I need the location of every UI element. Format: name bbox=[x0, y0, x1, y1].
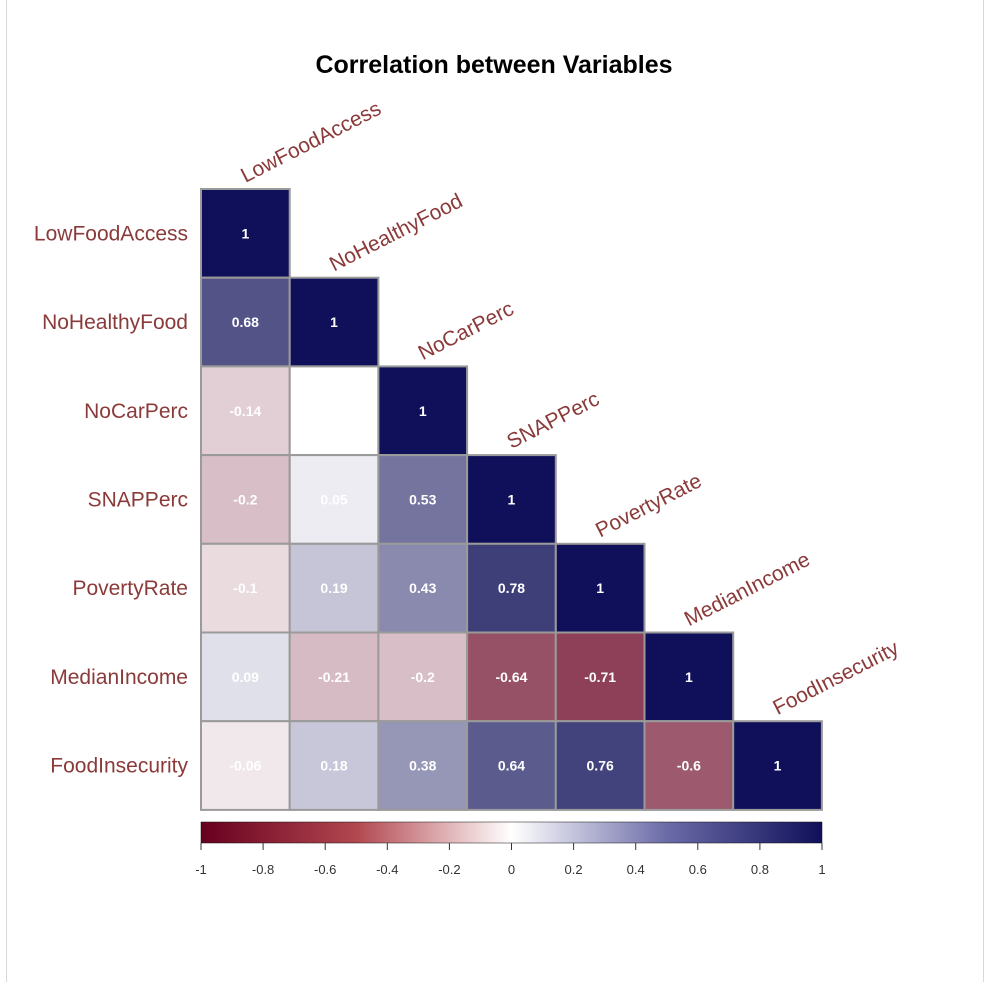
row-label: NoCarPerc bbox=[84, 400, 188, 423]
cell-value-label: -0.64 bbox=[495, 669, 527, 685]
column-label: LowFoodAccess bbox=[237, 97, 385, 187]
heatmap-cell-FoodInsecurity-MedianIncome bbox=[643, 720, 735, 811]
column-label: MedianIncome bbox=[681, 548, 814, 631]
cell-value-label: 0.76 bbox=[587, 758, 614, 774]
chart-title: Correlation between Variables bbox=[315, 51, 672, 79]
colorbar-tick-label: 0 bbox=[508, 862, 515, 877]
column-label: NoCarPerc bbox=[415, 297, 518, 365]
heatmap-cell-PovertyRate-LowFoodAccess bbox=[200, 542, 291, 634]
row-label: FoodInsecurity bbox=[50, 755, 188, 778]
colorbar-tick-label: -0.8 bbox=[252, 862, 274, 877]
cell-value-label: -0.06 bbox=[229, 758, 261, 774]
cell-value-label: 0.68 bbox=[232, 314, 259, 330]
heatmap-cell-PovertyRate-NoCarPerc bbox=[377, 542, 469, 634]
cell-value-label: 1 bbox=[685, 669, 693, 685]
heatmap-cell-PovertyRate-PovertyRate bbox=[554, 542, 646, 634]
heatmap-cell-LowFoodAccess-LowFoodAccess bbox=[200, 188, 291, 279]
heatmap-cell-MedianIncome-NoCarPerc bbox=[377, 631, 469, 723]
heatmap-cell-MedianIncome-NoHealthyFood bbox=[288, 631, 380, 723]
cell-value-label: 0.09 bbox=[232, 669, 259, 685]
colorbar-tick-label: -0.6 bbox=[314, 862, 336, 877]
cell-value-label: 0.18 bbox=[320, 758, 347, 774]
row-label: SNAPPerc bbox=[88, 488, 188, 511]
colorbar-tick-label: 0.8 bbox=[751, 862, 769, 877]
column-label: SNAPPerc bbox=[503, 387, 603, 453]
heatmap-cell-FoodInsecurity-PovertyRate bbox=[554, 720, 646, 811]
cell-value-label: 0.38 bbox=[409, 758, 436, 774]
cell-value-label: -0.71 bbox=[584, 669, 616, 685]
heatmap-cell-SNAPPerc-LowFoodAccess bbox=[200, 454, 291, 545]
cell-value-label: 0.78 bbox=[498, 580, 525, 596]
cell-value-label: 0.05 bbox=[320, 491, 347, 507]
heatmap-cell-NoCarPerc-NoHealthyFood bbox=[288, 365, 380, 457]
cell-value-label: 0.64 bbox=[498, 758, 525, 774]
cell-value-label: -0.1 bbox=[233, 580, 257, 596]
colorbar-tick-label: 1 bbox=[818, 862, 825, 877]
cell-value-label: 1 bbox=[508, 491, 516, 507]
heatmap-cell-NoCarPerc-LowFoodAccess bbox=[200, 365, 291, 457]
colorbar-tick-label: -1 bbox=[195, 862, 207, 877]
cell-value-label: 0.19 bbox=[320, 580, 347, 596]
colorbar-tick-label: -0.2 bbox=[438, 862, 460, 877]
colorbar-tick-label: 0.6 bbox=[689, 862, 707, 877]
cell-value-label: -0.21 bbox=[318, 669, 350, 685]
row-label: NoHealthyFood bbox=[42, 311, 188, 334]
cell-value-label: 1 bbox=[241, 225, 249, 241]
colorbar-ticks: -1 -0.8 -0.6 -0.4 -0.2 0 0.2 0.4 0.6 0.8 1 bbox=[195, 843, 826, 877]
column-label: PovertyRate bbox=[592, 469, 705, 542]
cell-value-label: -0.6 bbox=[677, 758, 701, 774]
cell-value-label: 1 bbox=[330, 314, 338, 330]
colorbar-gradient bbox=[200, 821, 823, 844]
heatmap-cell-FoodInsecurity-NoHealthyFood bbox=[288, 720, 380, 811]
heatmap-cells: 1 0.68 1 -0.14 1 -0.2 0.05 0.53 1 -0.1 0.19 0.43 0.7… bbox=[200, 188, 823, 811]
plot-frame bbox=[6, 0, 984, 982]
heatmap-cell-FoodInsecurity-FoodInsecurity bbox=[732, 720, 823, 811]
cell-value-label: -0.2 bbox=[233, 491, 257, 507]
heatmap-cell-MedianIncome-SNAPPerc bbox=[466, 631, 557, 723]
colorbar-tick-label: 0.2 bbox=[565, 862, 583, 877]
row-label: PovertyRate bbox=[72, 577, 188, 600]
row-labels: LowFoodAccess NoHealthyFood NoCarPerc SNAPP… bbox=[34, 222, 189, 777]
heatmap-cell-NoHealthyFood-LowFoodAccess bbox=[200, 276, 291, 368]
heatmap-cell-SNAPPerc-SNAPPerc bbox=[466, 454, 557, 545]
heatmap-cell-FoodInsecurity-NoCarPerc bbox=[377, 720, 469, 811]
heatmap-cell-NoCarPerc-NoCarPerc bbox=[377, 365, 469, 457]
heatmap-cell-MedianIncome-MedianIncome bbox=[643, 631, 735, 723]
cell-value-label: 0.43 bbox=[409, 580, 436, 596]
row-label: LowFoodAccess bbox=[34, 222, 188, 245]
heatmap-cell-MedianIncome-PovertyRate bbox=[554, 631, 646, 723]
cell-value-label: -0.2 bbox=[411, 669, 435, 685]
heatmap-cell-FoodInsecurity-LowFoodAccess bbox=[200, 720, 291, 811]
column-label: FoodInsecurity bbox=[769, 636, 903, 719]
heatmap-cell-SNAPPerc-NoCarPerc bbox=[377, 454, 469, 545]
cell-value-label: 1 bbox=[596, 580, 604, 596]
cell-value-label: 1 bbox=[774, 758, 782, 774]
colorbar-tick-label: -0.4 bbox=[376, 862, 398, 877]
row-label: MedianIncome bbox=[50, 666, 188, 689]
cell-value-label: -0.14 bbox=[229, 403, 261, 419]
heatmap-cell-FoodInsecurity-SNAPPerc bbox=[466, 720, 557, 811]
cell-value-label: 1 bbox=[419, 403, 427, 419]
colorbar-tick-label: 0.4 bbox=[627, 862, 645, 877]
column-label: NoHealthyFood bbox=[326, 189, 466, 276]
cell-value-label: 0.53 bbox=[409, 491, 436, 507]
colorbar bbox=[200, 821, 823, 844]
